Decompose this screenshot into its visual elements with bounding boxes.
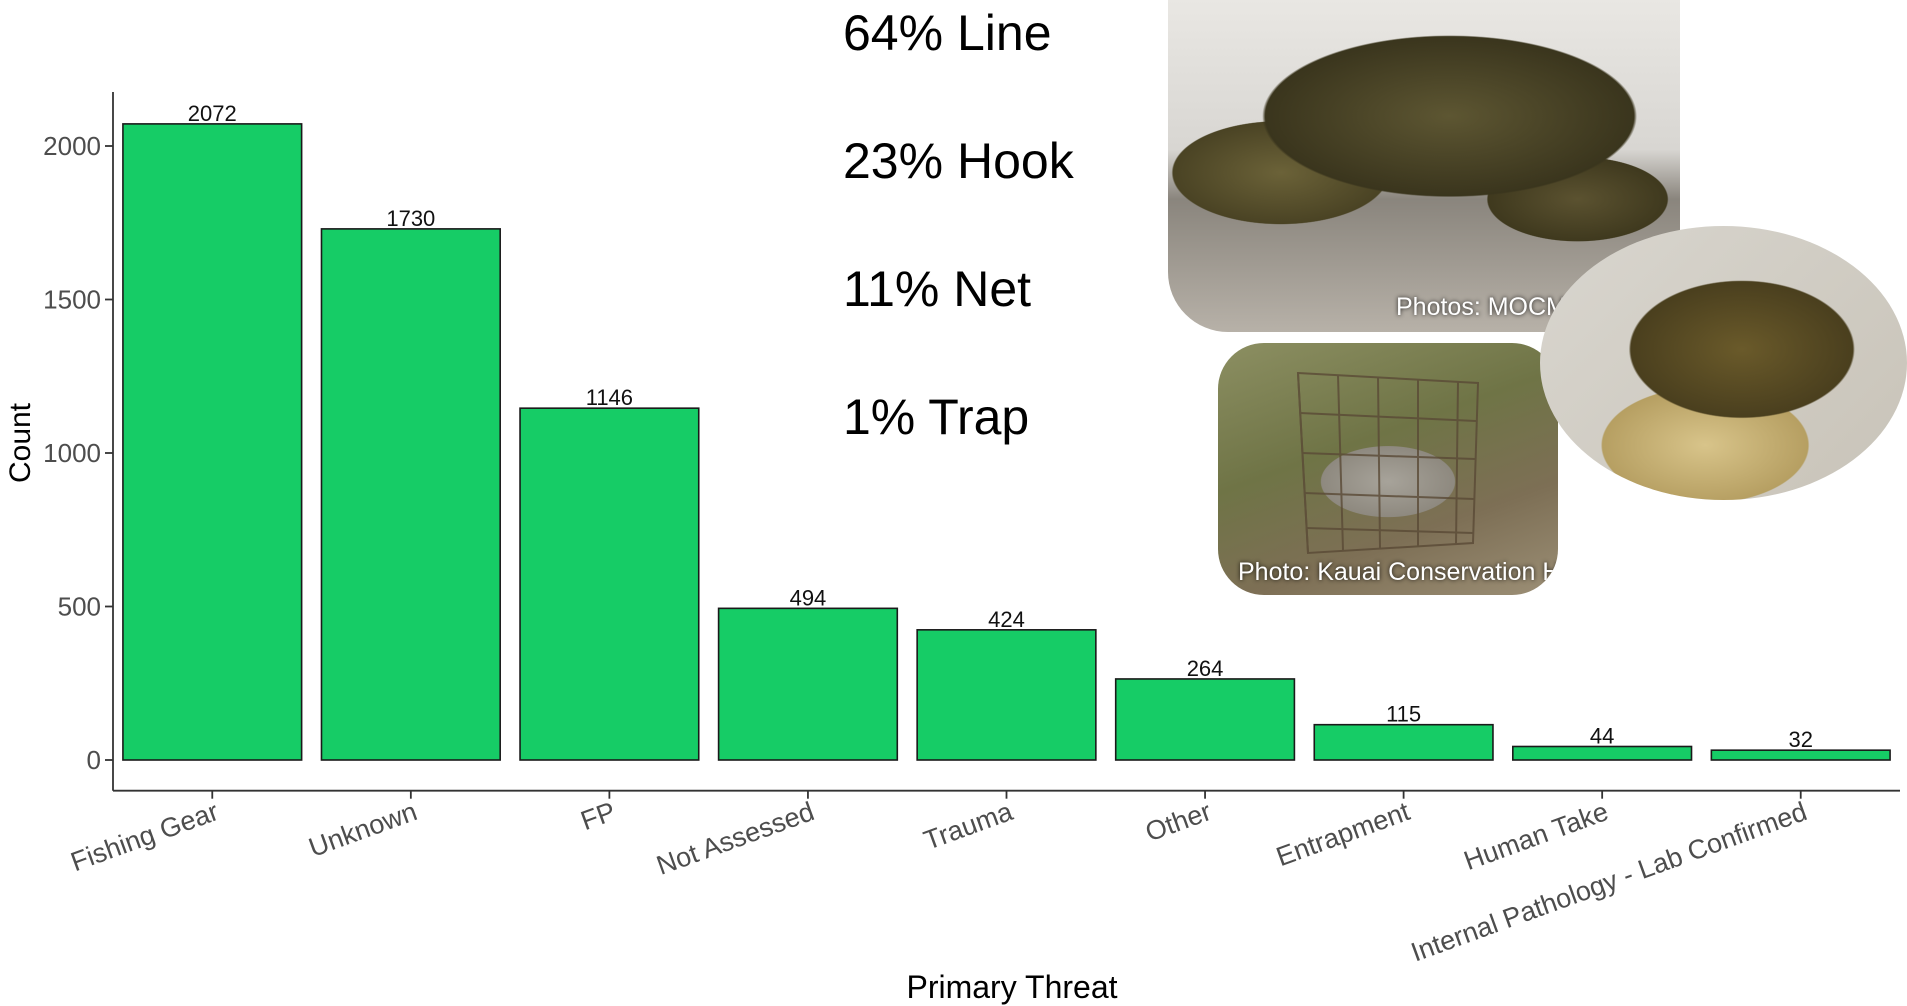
callout-hook: 23% Hook [843,133,1074,189]
x-axis-title: Primary Threat [906,969,1117,1005]
bar-value-label: 264 [1187,656,1224,681]
callout-trap: 1% Trap [843,389,1030,445]
bar-value-label: 2072 [188,101,237,126]
bar [122,123,303,761]
bar [1512,745,1693,761]
x-tick-label: Fishing Gear [67,796,223,877]
y-axis-title: Count [4,402,37,483]
bar [1313,723,1494,761]
bar [519,407,700,761]
bar [1114,678,1296,761]
x-tick-label: FP [577,796,620,836]
bar-value-label: 115 [1386,702,1421,727]
photo-credit-kauai: Photo: Kauai Conservation Hui [1238,558,1558,586]
callout-net: 11% Net [843,261,1032,317]
bar [916,629,1097,761]
x-tick-label: Entrapment [1272,796,1414,872]
bar-value-label: 494 [790,585,827,610]
x-tick-label: Other [1141,796,1215,847]
turtle-head-closeup-photo [1540,226,1907,500]
bar-data-labels: 2072 1730 1146 494 424 264 115 44 32 [188,101,1813,752]
photo-credit-mocmi: Photos: MOCMI [1396,293,1574,321]
y-tick-label: 500 [58,592,101,622]
bar [320,228,501,761]
turtle-trap-photo: Photo: Kauai Conservation Hui [1218,343,1558,595]
x-tick-label: Trauma [920,796,1018,856]
x-tick-label: Human Take [1460,796,1612,876]
y-tick-label: 1500 [43,285,101,315]
bar-value-label: 1146 [586,385,633,410]
bars [122,123,1891,761]
bar-value-label: 32 [1788,727,1812,752]
bar-value-label: 424 [988,607,1025,632]
y-axis-ticks: 0 500 1000 1500 2000 [43,131,113,775]
callout-line: 64% Line [843,5,1052,61]
bar-value-label: 1730 [386,206,435,231]
bar [717,607,899,761]
x-axis-ticks: Fishing Gear Unknown FP Not Assessed Trauma O… [67,790,1811,968]
trap-mesh-drawing [1296,371,1480,555]
bar-value-label: 44 [1590,723,1614,748]
y-tick-label: 1000 [43,438,101,468]
x-tick-label: Not Assessed [653,796,818,881]
y-tick-label: 2000 [43,131,101,161]
x-tick-label: Unknown [305,796,421,863]
bar [1710,749,1891,761]
y-tick-label: 0 [87,745,101,775]
